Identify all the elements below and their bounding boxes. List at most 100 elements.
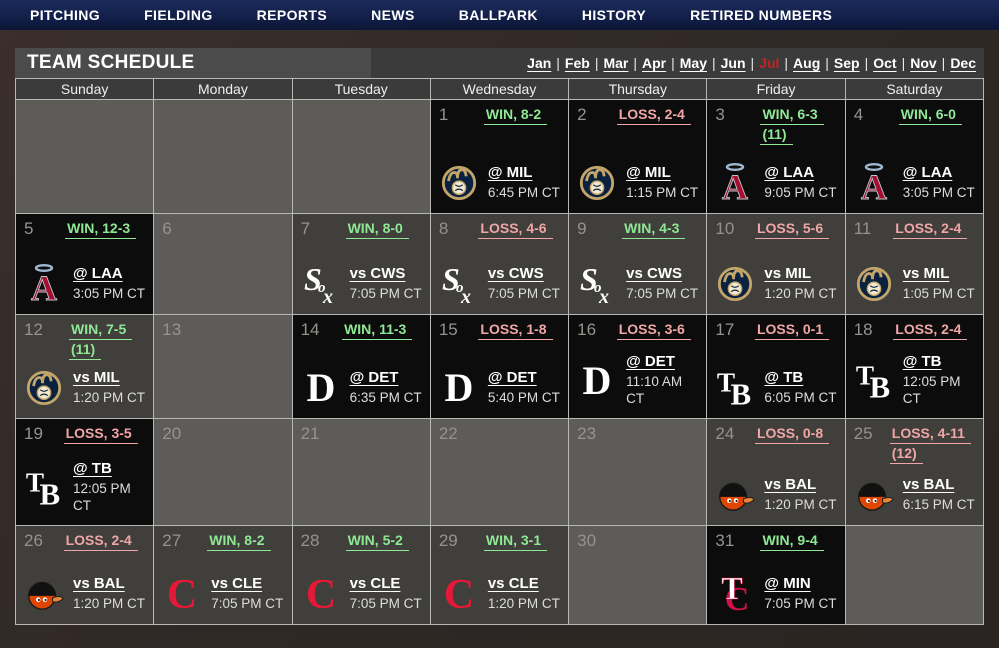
game-result-link[interactable]: LOSS, 2-4 xyxy=(893,219,968,239)
opponent-link[interactable]: @ MIN xyxy=(764,574,811,592)
matchup-info: vs MIL 1:05 PM CT xyxy=(903,265,975,302)
month-link-sep[interactable]: Sep xyxy=(833,55,860,71)
game-result-link[interactable]: LOSS, 2-4 xyxy=(893,320,968,340)
matchup-row: A @ LAA 9:05 PM CT xyxy=(715,162,838,202)
result-wrap: WIN, 3-1 xyxy=(469,531,562,551)
game-result-link[interactable]: LOSS, 0-8 xyxy=(754,424,830,444)
nav-item-history[interactable]: HISTORY xyxy=(581,7,647,23)
game-result-link[interactable]: LOSS, 3-6 xyxy=(616,320,691,340)
month-link-oct[interactable]: Oct xyxy=(873,55,897,71)
opponent-link[interactable]: vs CWS xyxy=(487,264,544,282)
nav-item-pitching[interactable]: PITCHING xyxy=(30,7,101,23)
calendar-empty-cell: 13 xyxy=(154,315,293,419)
matchup-row: D @ DET 5:40 PM CT xyxy=(439,367,562,407)
matchup-info: vs BAL 1:20 PM CT xyxy=(73,575,145,612)
opponent-link[interactable]: vs CWS xyxy=(626,264,682,282)
opponent-link[interactable]: vs BAL xyxy=(764,475,817,493)
month-separator: | xyxy=(864,55,869,71)
game-result-link[interactable]: WIN, 9-4 xyxy=(760,531,824,551)
game-result-link[interactable]: WIN, 8-2 xyxy=(207,531,271,551)
mil-logo xyxy=(854,263,894,303)
opponent-link[interactable]: @ TB xyxy=(764,368,804,386)
opponent-link[interactable]: vs MIL xyxy=(73,368,120,386)
game-result-link[interactable]: LOSS, 4-6 xyxy=(478,219,553,239)
opponent-link[interactable]: vs MIL xyxy=(902,264,950,282)
month-separator: | xyxy=(784,55,789,71)
game-result-link[interactable]: WIN, 8-2 xyxy=(483,105,548,125)
dow-header-saturday: Saturday xyxy=(845,79,984,100)
result-score: LOSS, 2-4 xyxy=(893,219,968,239)
game-result-link[interactable]: WIN, 7-5 (11) xyxy=(69,320,133,360)
opponent-link[interactable]: @ LAA xyxy=(73,264,123,282)
opponent-link[interactable]: vs BAL xyxy=(902,475,955,493)
result-wrap: LOSS, 0-1 xyxy=(745,320,838,340)
game-result-link[interactable]: WIN, 6-3 (11) xyxy=(760,105,824,145)
cell-top-row: 29 WIN, 3-1 xyxy=(439,531,562,551)
cle-logo: C xyxy=(439,572,479,614)
svg-text:x: x xyxy=(598,286,609,304)
game-result-link[interactable]: WIN, 11-3 xyxy=(342,320,413,340)
opponent-link[interactable]: @ LAA xyxy=(902,163,953,181)
game-result-link[interactable]: WIN, 3-1 xyxy=(483,531,548,551)
month-link-jul[interactable]: Jul xyxy=(759,55,780,71)
game-result-link[interactable]: LOSS, 2-4 xyxy=(616,105,691,125)
opponent-link[interactable]: @ MIL xyxy=(487,163,533,181)
cell-top-row: 21 xyxy=(301,424,424,444)
cell-top-row: 14 WIN, 11-3 xyxy=(301,320,424,340)
month-link-jan[interactable]: Jan xyxy=(527,55,552,71)
opponent-link[interactable]: vs CLE xyxy=(487,574,539,592)
page-title: TEAM SCHEDULE xyxy=(27,52,195,73)
game-result-link[interactable]: LOSS, 1-8 xyxy=(478,320,553,340)
game-result-link[interactable]: LOSS, 5-6 xyxy=(754,219,830,239)
opponent-link[interactable]: @ DET xyxy=(626,353,675,370)
game-result-link[interactable]: LOSS, 0-1 xyxy=(754,320,830,340)
svg-text:D: D xyxy=(583,360,612,400)
month-link-jun[interactable]: Jun xyxy=(720,55,746,71)
month-link-may[interactable]: May xyxy=(679,55,707,71)
result-score: LOSS, 3-5 xyxy=(63,424,138,444)
game-result-link[interactable]: WIN, 12-3 xyxy=(65,219,137,239)
opponent-link[interactable]: vs CLE xyxy=(211,574,263,592)
month-link-nov[interactable]: Nov xyxy=(910,55,937,71)
opponent-link[interactable]: @ MIL xyxy=(626,163,671,181)
game-result-link[interactable]: WIN, 5-2 xyxy=(345,531,409,551)
opponent-link[interactable]: vs MIL xyxy=(764,264,812,282)
mil-logo xyxy=(715,263,755,303)
result-wrap: WIN, 7-5 (11) xyxy=(54,320,147,360)
game-result-link[interactable]: LOSS, 4-11 (12) xyxy=(889,424,971,464)
game-result-link[interactable]: WIN, 6-0 xyxy=(898,105,962,125)
opponent-link[interactable]: @ TB xyxy=(902,353,942,370)
nav-item-news[interactable]: NEWS xyxy=(371,7,415,23)
opponent-link[interactable]: vs BAL xyxy=(73,574,125,592)
day-number: 2 xyxy=(577,105,587,124)
game-result-link[interactable]: WIN, 8-0 xyxy=(345,219,409,239)
opponent-link[interactable]: @ TB xyxy=(73,460,112,477)
opponent-link[interactable]: @ LAA xyxy=(764,163,815,181)
month-link-dec[interactable]: Dec xyxy=(950,55,976,71)
game-time: 9:05 PM CT xyxy=(764,184,837,200)
nav-item-ballpark[interactable]: BALLPARK xyxy=(458,7,538,23)
dow-header-sunday: Sunday xyxy=(16,79,155,100)
game-result-link[interactable]: WIN, 4-3 xyxy=(622,219,686,239)
month-link-apr[interactable]: Apr xyxy=(642,55,667,71)
nav-item-retired-numbers[interactable]: RETIRED NUMBERS xyxy=(690,7,833,23)
svg-text:C: C xyxy=(167,572,197,614)
game-time: 6:35 PM CT xyxy=(349,389,422,405)
game-result-link[interactable]: LOSS, 3-5 xyxy=(63,424,138,444)
opponent-link[interactable]: vs CWS xyxy=(349,264,406,282)
game-result-link[interactable]: LOSS, 2-4 xyxy=(63,531,138,551)
opponent-link[interactable]: @ DET xyxy=(349,368,399,386)
nav-item-reports[interactable]: REPORTS xyxy=(256,7,328,23)
opponent-link[interactable]: vs CLE xyxy=(349,574,401,592)
game-time: 3:05 PM CT xyxy=(73,285,146,301)
month-link-feb[interactable]: Feb xyxy=(564,55,590,71)
month-link-mar[interactable]: Mar xyxy=(603,55,629,71)
opponent-link[interactable]: @ DET xyxy=(487,368,537,386)
month-link-aug[interactable]: Aug xyxy=(793,55,821,71)
nav-item-fielding[interactable]: FIELDING xyxy=(144,7,213,23)
cell-top-row: 31 WIN, 9-4 xyxy=(715,531,838,551)
cle-logo: C xyxy=(301,572,341,614)
